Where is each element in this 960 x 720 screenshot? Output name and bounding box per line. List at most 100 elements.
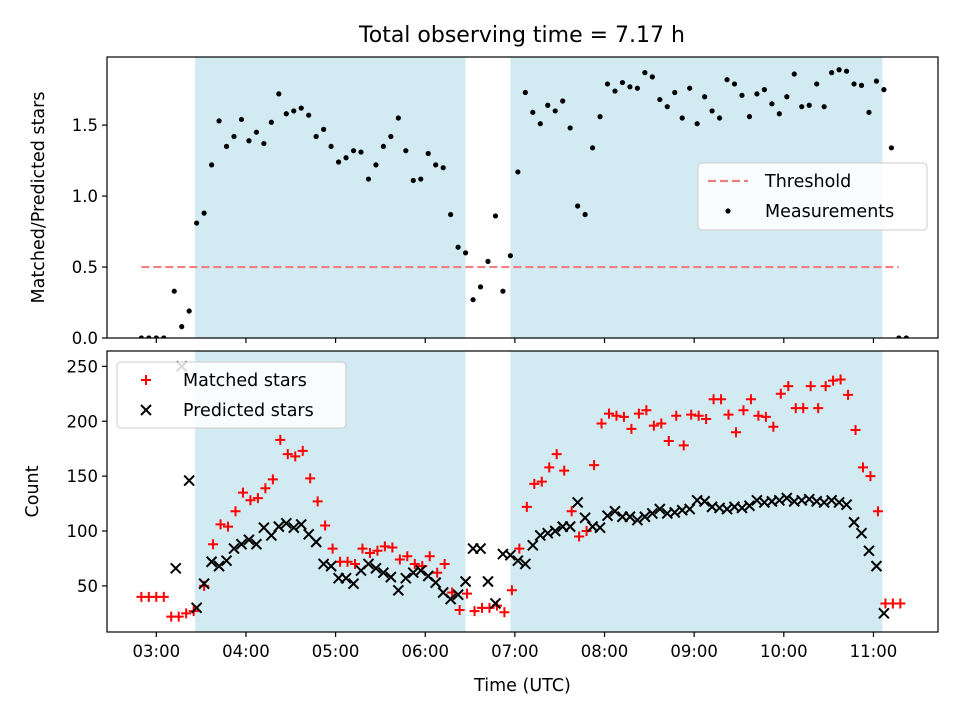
measurements-point-69 xyxy=(657,96,663,103)
predicted-stars-point-57 xyxy=(594,522,606,534)
matched-stars-point-80 xyxy=(738,405,749,416)
count-ytick-label-4: 250 xyxy=(67,357,99,376)
measurements-point-64 xyxy=(619,79,626,86)
measurements-point-81 xyxy=(746,114,753,120)
count-ytick-label-2: 150 xyxy=(67,467,99,486)
measurements-point-50 xyxy=(515,169,521,175)
predicted-stars-point-2 xyxy=(183,474,195,487)
measurements-point-44 xyxy=(470,297,476,303)
predicted-stars-point-82 xyxy=(781,492,793,504)
measurements-point-2 xyxy=(153,335,159,338)
count-xtick-label-2: 05:00 xyxy=(312,642,360,661)
measurements-point-45 xyxy=(477,284,484,290)
measurements-point-23 xyxy=(313,133,319,140)
matched-stars-point-70 xyxy=(663,436,674,447)
measurements-point-88 xyxy=(799,104,805,110)
predicted-stars-point-48 xyxy=(527,539,539,551)
measurements-point-65 xyxy=(627,84,633,90)
matched-stars-point-11 xyxy=(223,521,234,532)
predicted-stars-point-47 xyxy=(519,558,532,570)
predicted-stars-point-38 xyxy=(452,588,464,601)
measurements-point-38 xyxy=(425,150,431,157)
matched-stars-point-10 xyxy=(215,519,226,530)
count-xtick-label-1: 04:00 xyxy=(222,642,270,661)
predicted-stars-point-92 xyxy=(855,527,868,539)
matched-stars-point-6 xyxy=(181,608,192,619)
count-observing-window-1 xyxy=(510,351,883,632)
matched-stars-point-24 xyxy=(320,520,331,531)
matched-stars-point-69 xyxy=(656,418,667,429)
matched-stars-point-61 xyxy=(596,418,607,429)
legend-measurements-swatch xyxy=(725,208,731,214)
measurements-point-56 xyxy=(560,98,566,104)
measurements-point-39 xyxy=(433,162,439,168)
predicted-stars-point-65 xyxy=(654,503,666,515)
predicted-stars-point-4 xyxy=(198,577,210,590)
matched-stars-point-15 xyxy=(252,493,263,504)
matched-stars-point-38 xyxy=(424,551,435,562)
measurements-point-83 xyxy=(761,87,767,93)
measurements-point-82 xyxy=(754,91,760,97)
matched-stars-point-73 xyxy=(686,409,697,420)
matched-stars-point-63 xyxy=(611,410,622,421)
matched-stars-point-96 xyxy=(857,462,868,473)
matched-stars-point-43 xyxy=(462,588,473,599)
matched-stars-point-95 xyxy=(850,425,861,436)
measurements-point-57 xyxy=(567,125,573,131)
predicted-stars-point-19 xyxy=(310,536,322,548)
matched-stars-point-31 xyxy=(372,545,383,556)
measurements-point-85 xyxy=(776,111,782,117)
matched-stars-point-53 xyxy=(536,476,547,487)
legend-predicted-swatch xyxy=(140,404,152,416)
matched-stars-point-3 xyxy=(158,591,169,602)
matched-stars-point-51 xyxy=(521,501,532,512)
measurements-point-9 xyxy=(208,162,215,168)
matched-stars-point-101 xyxy=(895,598,906,609)
predicted-stars-point-45 xyxy=(504,549,517,561)
matched-stars-point-54 xyxy=(544,462,555,473)
count-xtick-label-0: 03:00 xyxy=(133,642,181,661)
matched-stars-point-94 xyxy=(843,389,854,400)
predicted-stars-point-11 xyxy=(250,538,263,550)
matched-stars-point-65 xyxy=(626,423,637,434)
predicted-stars-point-62 xyxy=(631,514,644,526)
matched-stars-point-75 xyxy=(701,414,712,425)
measurements-point-49 xyxy=(507,253,513,259)
predicted-stars-point-16 xyxy=(288,522,300,534)
predicted-stars-point-27 xyxy=(370,562,382,575)
predicted-stars-point-30 xyxy=(392,584,405,596)
matched-stars-point-27 xyxy=(342,556,353,567)
matched-stars-point-18 xyxy=(275,434,286,445)
legend-matched-label: Matched stars xyxy=(183,371,307,391)
measurements-point-84 xyxy=(769,101,775,107)
predicted-stars-point-26 xyxy=(362,558,375,570)
measurements-point-86 xyxy=(784,94,790,100)
matched-stars-point-48 xyxy=(499,607,510,618)
measurements-point-29 xyxy=(358,149,364,155)
measurements-point-87 xyxy=(791,71,797,77)
measurements-point-26 xyxy=(335,159,342,165)
measurements-point-58 xyxy=(575,203,581,209)
chart-title: Total observing time = 7.17 h xyxy=(358,23,685,48)
matched-stars-point-88 xyxy=(798,403,809,414)
measurements-point-54 xyxy=(545,102,551,108)
measurements-point-20 xyxy=(291,108,297,114)
predicted-stars-point-17 xyxy=(295,518,307,531)
measurements-point-73 xyxy=(687,85,693,91)
measurements-point-30 xyxy=(365,176,372,182)
predicted-stars-point-24 xyxy=(347,577,360,590)
count-legend: Matched stars Predicted stars xyxy=(116,361,347,429)
ratio-legend: Threshold Measurements xyxy=(697,162,928,231)
predicted-stars-point-8 xyxy=(228,542,240,555)
measurements-point-74 xyxy=(694,121,700,127)
predicted-stars-point-43 xyxy=(489,597,502,610)
matched-stars-point-25 xyxy=(327,543,338,554)
matched-stars-point-20 xyxy=(290,451,301,462)
measurements-point-27 xyxy=(343,155,349,161)
matched-stars-point-36 xyxy=(409,558,420,569)
matched-stars-point-71 xyxy=(671,410,682,421)
predicted-stars-point-64 xyxy=(646,507,659,520)
count-ytick-label-3: 200 xyxy=(67,412,99,431)
measurements-point-61 xyxy=(597,114,603,120)
